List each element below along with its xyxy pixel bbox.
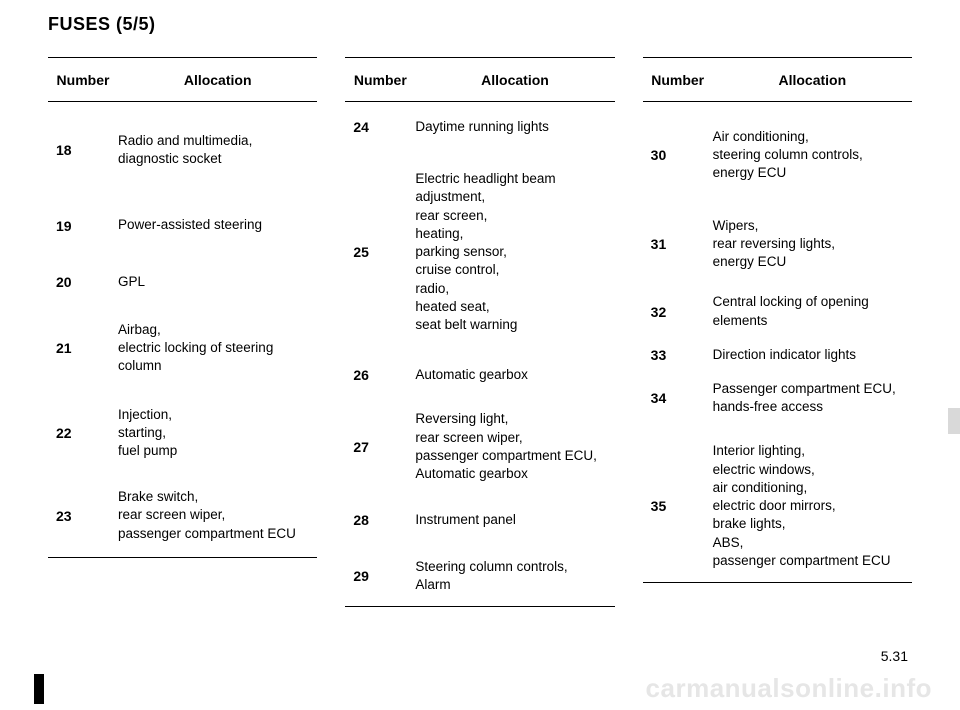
fuse-number: 18 (48, 142, 118, 158)
fuse-allocation: Passenger compartment ECU,hands-free acc… (713, 378, 912, 418)
table-row: 18Radio and multimedia,diagnostic socket (48, 102, 317, 214)
fuse-number: 20 (48, 274, 118, 290)
fuse-allocation: GPL (118, 271, 317, 293)
header-allocation: Allocation (713, 72, 912, 88)
fuse-number: 25 (345, 244, 415, 260)
fuse-allocation: Airbag,electric locking of steering colu… (118, 319, 317, 378)
table-row: 27Reversing light,rear screen wiper,pass… (345, 408, 614, 509)
fuse-allocation: Wipers,rear reversing lights,energy ECU (713, 215, 912, 274)
title-part: (5/5) (116, 14, 156, 34)
column-header: Number Allocation (345, 58, 614, 102)
fuse-number: 31 (643, 236, 713, 252)
fuse-number: 23 (48, 508, 118, 524)
page: FUSES (5/5) Number Allocation 18Radio an… (0, 0, 960, 710)
table-row: 25Electric headlight beam adjustment,rea… (345, 168, 614, 364)
fuse-number: 24 (345, 119, 415, 135)
table-row: 32Central locking of opening elements (643, 291, 912, 343)
fuse-number: 32 (643, 304, 713, 320)
fuse-column-1: Number Allocation 18Radio and multimedia… (48, 57, 317, 607)
fuse-allocation: Brake switch,rear screen wiper,passenger… (118, 486, 317, 545)
fuse-allocation: Instrument panel (415, 509, 614, 531)
table-row: 34Passenger compartment ECU,hands-free a… (643, 378, 912, 440)
fuse-columns: Number Allocation 18Radio and multimedia… (48, 57, 912, 607)
fuse-allocation: Radio and multimedia,diagnostic socket (118, 130, 317, 170)
table-row: 21Airbag,electric locking of steering co… (48, 319, 317, 404)
title-main: FUSES (48, 14, 111, 34)
header-number: Number (643, 72, 713, 88)
fuse-number: 35 (643, 498, 713, 514)
section-tab (948, 408, 960, 434)
fuse-number: 33 (643, 347, 713, 363)
column-header: Number Allocation (643, 58, 912, 102)
fuse-number: 28 (345, 512, 415, 528)
print-mark (34, 674, 44, 704)
fuse-number: 34 (643, 390, 713, 406)
fuse-number: 21 (48, 340, 118, 356)
fuse-allocation: Direction indicator lights (713, 344, 912, 366)
fuse-allocation: Daytime running lights (415, 116, 614, 138)
watermark: carmanualsonline.info (646, 673, 932, 704)
header-allocation: Allocation (415, 72, 614, 88)
fuse-allocation: Power-assisted steering (118, 214, 317, 236)
fuse-allocation: Air conditioning,steering column control… (713, 126, 912, 185)
fuse-number: 30 (643, 147, 713, 163)
column-rows: 30Air conditioning,steering column contr… (643, 102, 912, 583)
page-number: 5.31 (881, 648, 908, 664)
fuse-number: 27 (345, 439, 415, 455)
table-row: 33Direction indicator lights (643, 344, 912, 378)
table-row: 24Daytime running lights (345, 102, 614, 168)
column-rows: 24Daytime running lights25Electric headl… (345, 102, 614, 607)
fuse-number: 22 (48, 425, 118, 441)
table-row: 29Steering column controls,Alarm (345, 556, 614, 606)
fuse-allocation: Reversing light,rear screen wiper,passen… (415, 408, 614, 485)
fuse-allocation: Automatic gearbox (415, 364, 614, 386)
fuse-column-2: Number Allocation 24Daytime running ligh… (345, 57, 614, 607)
table-row: 30Air conditioning,steering column contr… (643, 102, 912, 215)
column-header: Number Allocation (48, 58, 317, 102)
fuse-allocation: Central locking of opening elements (713, 291, 912, 331)
table-row: 35Interior lighting,electric windows,air… (643, 440, 912, 582)
table-row: 20GPL (48, 271, 317, 319)
fuse-column-3: Number Allocation 30Air conditioning,ste… (643, 57, 912, 607)
fuse-number: 26 (345, 367, 415, 383)
table-row: 28Instrument panel (345, 509, 614, 555)
header-number: Number (48, 72, 118, 88)
fuse-allocation: Injection,starting,fuel pump (118, 404, 317, 463)
column-rows: 18Radio and multimedia,diagnostic socket… (48, 102, 317, 558)
fuse-allocation: Electric headlight beam adjustment,rear … (415, 168, 614, 336)
table-row: 26Automatic gearbox (345, 364, 614, 408)
table-row: 31Wipers,rear reversing lights,energy EC… (643, 215, 912, 292)
table-row: 19Power-assisted steering (48, 214, 317, 270)
header-allocation: Allocation (118, 72, 317, 88)
header-number: Number (345, 72, 415, 88)
fuse-number: 19 (48, 218, 118, 234)
page-title: FUSES (5/5) (48, 14, 912, 35)
fuse-allocation: Steering column controls,Alarm (415, 556, 614, 596)
table-row: 22Injection,starting,fuel pump (48, 404, 317, 487)
fuse-number: 29 (345, 568, 415, 584)
table-row: 23Brake switch,rear screen wiper,passeng… (48, 486, 317, 557)
fuse-allocation: Interior lighting,electric windows,air c… (713, 440, 912, 572)
